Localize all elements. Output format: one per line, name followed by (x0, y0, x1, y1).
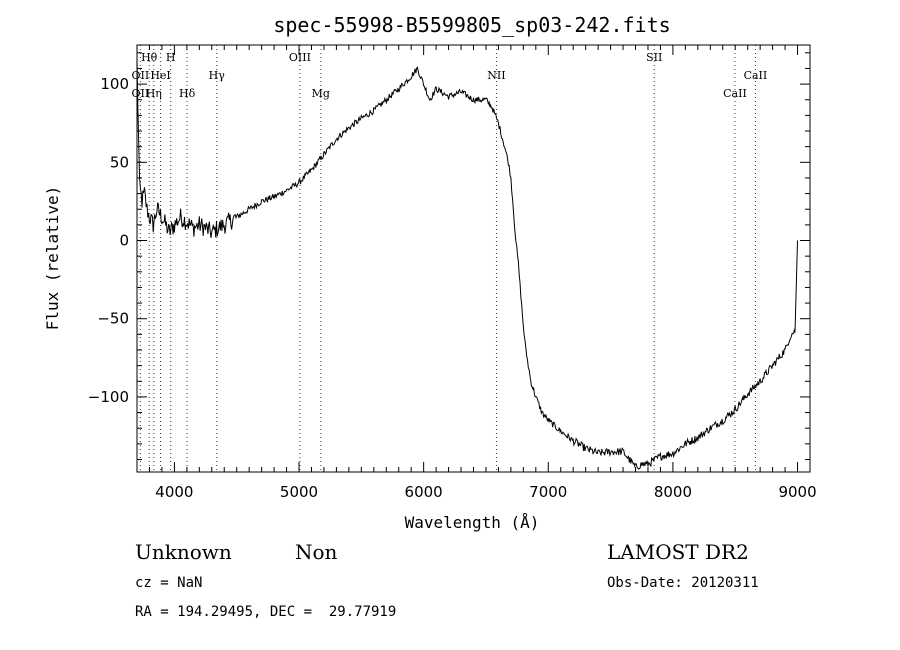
line-label-mg: Mg (312, 87, 330, 100)
y-axis-label: Flux (relative) (43, 186, 62, 331)
line-label-hη: Hη (146, 87, 162, 100)
line-label-caii: CaII (723, 87, 747, 100)
class-label: Unknown (135, 540, 232, 564)
survey-label: LAMOST DR2 (607, 540, 749, 564)
line-label-hθ: Hθ (141, 51, 158, 64)
line-label-hei: HeI (150, 69, 170, 82)
x-axis-label: Wavelength (Å) (405, 513, 540, 532)
x-axis-ticks: 4000 5000 6000 7000 8000 9000 (136, 45, 817, 501)
y-tick-label: 50 (110, 153, 129, 171)
x-tick-label: 4000 (155, 483, 193, 501)
coordinates-readout: RA = 194.29495, DEC = 29.77919 (135, 604, 397, 620)
line-label-nii: NII (487, 69, 505, 82)
obs-date-readout: Obs-Date: 20120311 (607, 575, 759, 591)
line-label-hδ: Hδ (179, 87, 196, 100)
line-label-caii: CaII (744, 69, 768, 82)
line-label-sii: SII (646, 51, 662, 64)
spectrum-series-line (136, 57, 798, 470)
x-tick-label: 8000 (654, 483, 692, 501)
y-tick-label: 0 (119, 232, 129, 250)
line-label-oii: OII (132, 69, 150, 82)
x-tick-label: 5000 (280, 483, 318, 501)
line-label-oii: OII (132, 87, 150, 100)
x-tick-label: 9000 (778, 483, 816, 501)
x-tick-label: 6000 (405, 483, 443, 501)
y-tick-label: −100 (88, 388, 129, 406)
line-label-hγ: Hγ (209, 69, 226, 82)
spectral-line-markers (139, 45, 756, 472)
line-label-oiii: OIII (289, 51, 311, 64)
line-label-h: H (166, 51, 176, 64)
subclass-label: Non (295, 540, 338, 564)
y-tick-label: −50 (97, 310, 129, 328)
y-axis-ticks: −100 −50 0 50 100 (88, 52, 810, 460)
y-tick-label: 100 (100, 75, 129, 93)
redshift-readout: cz = NaN (135, 575, 203, 591)
plot-frame (136, 44, 811, 473)
chart-title: spec-55998-B5599805_sp03-242.fits (273, 13, 670, 37)
x-tick-label: 7000 (529, 483, 567, 501)
